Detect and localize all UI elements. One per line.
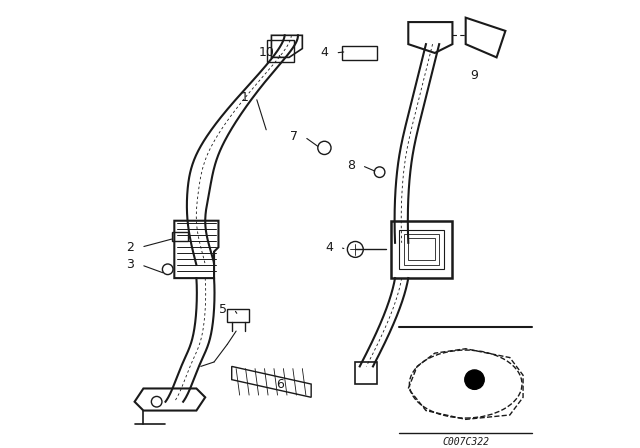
Text: 8: 8: [347, 159, 355, 172]
Text: C007C322: C007C322: [442, 437, 489, 447]
Text: 5: 5: [219, 302, 227, 315]
Text: 2: 2: [126, 241, 134, 254]
Text: 7: 7: [289, 130, 298, 143]
Circle shape: [465, 370, 484, 389]
Text: 4: 4: [321, 47, 328, 60]
Text: 10: 10: [259, 47, 275, 60]
Text: 4: 4: [325, 241, 333, 254]
Text: 9: 9: [470, 69, 479, 82]
Text: 1: 1: [241, 90, 249, 103]
Text: 6: 6: [276, 378, 284, 391]
Text: 3: 3: [126, 258, 134, 271]
